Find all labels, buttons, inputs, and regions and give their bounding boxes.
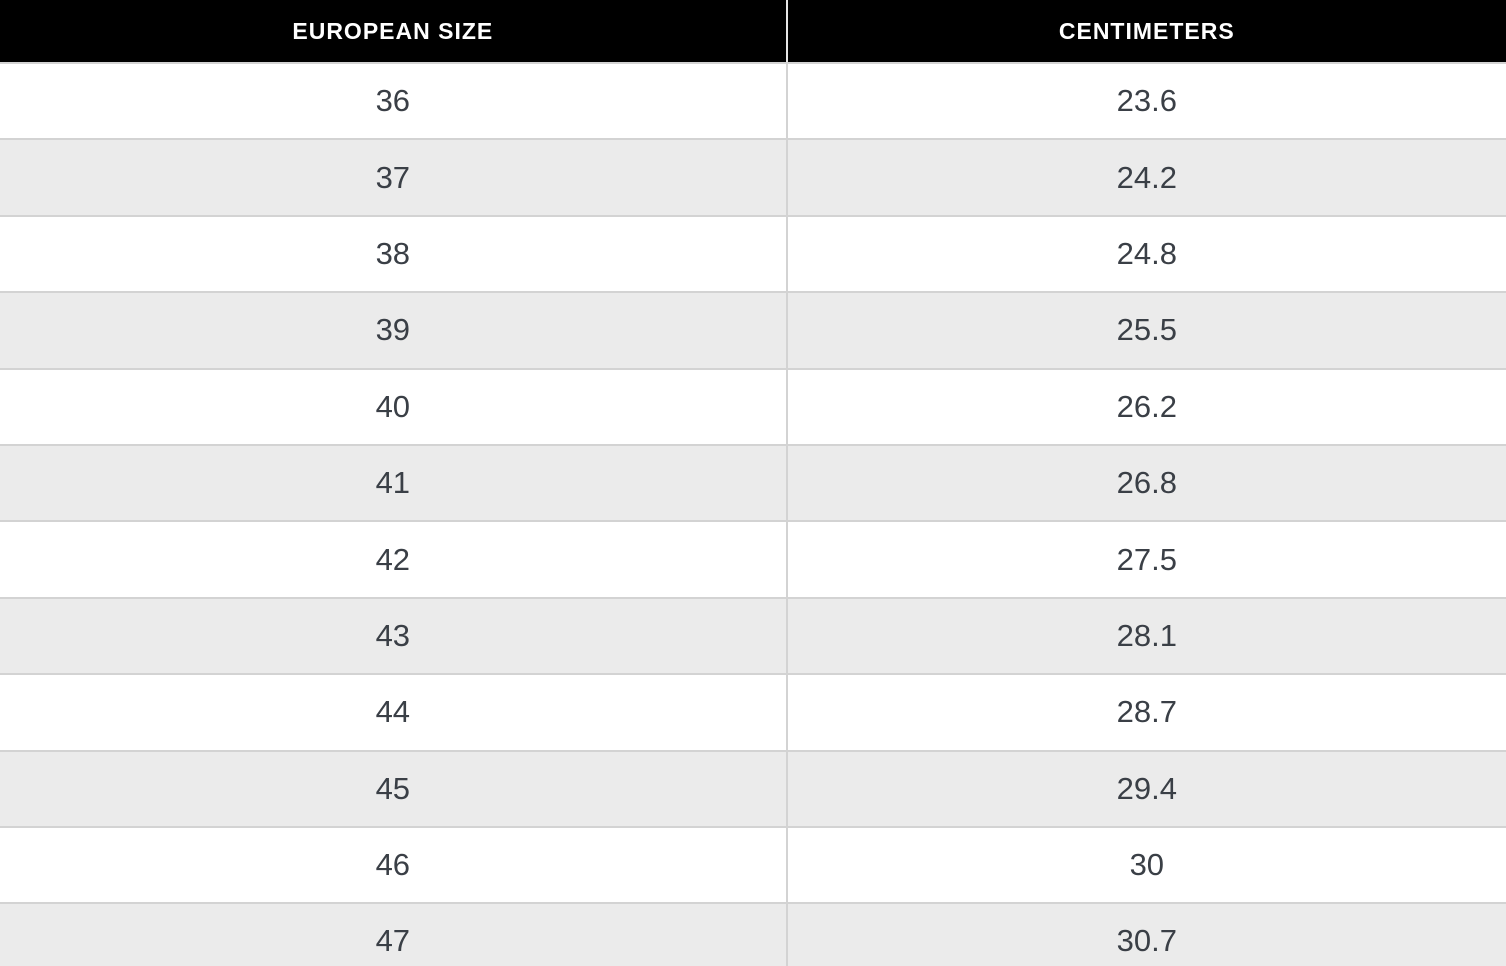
cm-cell: 25.5 bbox=[1116, 312, 1177, 348]
table-row: 40 26.2 bbox=[0, 367, 1506, 444]
eu-size-cell: 46 bbox=[0, 827, 788, 903]
cm-cell: 28.7 bbox=[1116, 694, 1177, 730]
table-row: 39 25.5 bbox=[0, 291, 1506, 368]
cm-cell: 26.8 bbox=[1116, 465, 1177, 501]
eu-size-cell: 47 bbox=[0, 904, 788, 966]
cm-cell: 24.2 bbox=[1116, 159, 1177, 195]
eu-size-cell: 37 bbox=[0, 140, 788, 215]
eu-size-cell: 42 bbox=[0, 522, 788, 597]
eu-size-cell: 38 bbox=[0, 216, 788, 292]
eu-size-cell: 43 bbox=[0, 598, 788, 674]
table-row: 37 24.2 bbox=[0, 138, 1506, 215]
table-row: 42 27.5 bbox=[0, 520, 1506, 597]
cm-cell: 24.8 bbox=[1116, 235, 1177, 271]
table-row: 41 26.8 bbox=[0, 443, 1506, 521]
eu-size-cell: 36 bbox=[0, 64, 788, 139]
eu-size-cell: 40 bbox=[0, 369, 788, 444]
column-header-european-size: EUROPEAN SIZE bbox=[0, 0, 788, 62]
table-row: 44 28.7 bbox=[0, 673, 1506, 750]
cm-cell: 29.4 bbox=[1116, 770, 1177, 806]
eu-size-cell: 41 bbox=[0, 445, 788, 521]
cm-cell: 27.5 bbox=[1116, 541, 1177, 577]
table-header-row: EUROPEAN SIZE CENTIMETERS bbox=[0, 0, 1506, 62]
eu-size-cell: 44 bbox=[0, 675, 788, 750]
table-row: 43 28.1 bbox=[0, 596, 1506, 674]
table-row: 38 24.8 bbox=[0, 214, 1506, 292]
table-row: 45 29.4 bbox=[0, 749, 1506, 826]
cm-cell: 30.7 bbox=[1116, 923, 1177, 959]
eu-size-cell: 39 bbox=[0, 293, 788, 368]
column-header-centimeters: CENTIMETERS bbox=[1058, 17, 1235, 44]
eu-size-cell: 45 bbox=[0, 751, 788, 826]
cm-cell: 26.2 bbox=[1116, 388, 1177, 424]
cm-cell: 23.6 bbox=[1116, 83, 1177, 119]
cm-cell: 30 bbox=[1129, 847, 1165, 883]
cm-cell: 28.1 bbox=[1116, 617, 1177, 653]
table-row: 36 23.6 bbox=[0, 62, 1506, 139]
table-row: 46 30 bbox=[0, 825, 1506, 903]
table-row: 47 30.7 bbox=[0, 902, 1506, 966]
